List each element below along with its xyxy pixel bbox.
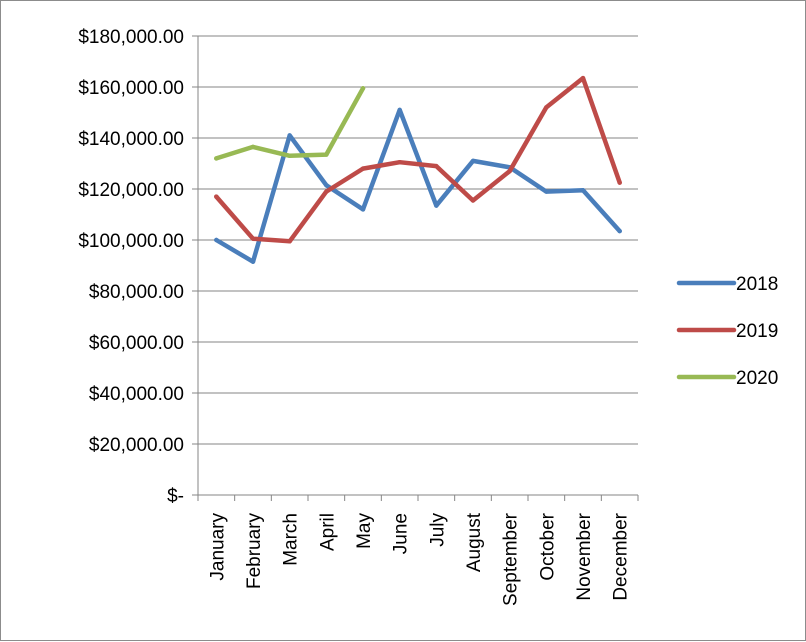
series-lines	[214, 75, 622, 264]
x-tick-label: November	[574, 512, 595, 600]
data-point-2019	[434, 163, 439, 169]
y-tick-label: $20,000.00	[89, 435, 184, 456]
y-tick-label: $140,000.00	[78, 129, 184, 150]
x-tick-label: June	[391, 513, 412, 554]
y-tick-label: $100,000.00	[78, 231, 184, 252]
data-point-2018	[214, 237, 219, 243]
y-tick-label: $80,000.00	[89, 282, 184, 303]
data-point-2018	[434, 203, 439, 208]
data-point-2018	[324, 182, 329, 188]
y-tick-label: $40,000.00	[89, 384, 184, 405]
x-tick-label: March	[281, 513, 302, 566]
x-tick-label: August	[464, 512, 485, 572]
data-point-2019	[324, 189, 329, 194]
x-tick-label: September	[501, 512, 522, 606]
data-point-2020	[287, 153, 292, 159]
series-line-2019	[214, 75, 622, 244]
x-tick-label: February	[244, 513, 265, 590]
y-tick-label: $120,000.00	[78, 180, 184, 201]
x-tick-label: October	[537, 512, 558, 580]
data-point-2018	[360, 207, 366, 212]
data-point-2018	[544, 189, 549, 194]
data-point-2019	[397, 160, 402, 165]
x-tick-label: July	[427, 513, 448, 547]
data-point-2020	[324, 152, 329, 157]
y-tick-labels: $- $20,000.00 $40,000.00 $60,000.00 $80,000.…	[78, 27, 184, 507]
data-point-2019	[470, 198, 476, 203]
data-point-2018	[617, 228, 622, 234]
x-tick-label: May	[354, 513, 375, 549]
legend: 2018 2019 2020	[676, 274, 778, 389]
data-point-2019	[214, 194, 219, 199]
data-point-2018	[287, 133, 292, 138]
x-tick-label: January	[207, 513, 228, 581]
y-tick-label: $160,000.00	[78, 78, 184, 99]
x-tick-label: April	[317, 513, 338, 551]
legend-label-2020: 2020	[736, 368, 778, 389]
data-point-2019	[250, 236, 256, 241]
legend-label-2019: 2019	[736, 321, 778, 342]
data-point-2019	[580, 75, 586, 81]
data-point-2018	[250, 259, 256, 264]
data-point-2018	[470, 158, 476, 164]
data-point-2019	[507, 168, 512, 174]
legend-label-2018: 2018	[736, 274, 778, 295]
y-tick-label: $180,000.00	[78, 27, 184, 48]
data-point-2020	[250, 144, 256, 150]
x-tick-labels: January February March April May June July Augu…	[207, 512, 631, 606]
axes	[192, 35, 639, 501]
y-tick-label: $60,000.00	[89, 333, 184, 354]
data-point-2020	[214, 156, 219, 161]
data-point-2020	[360, 86, 366, 91]
data-point-2019	[287, 239, 292, 244]
x-tick-label: December	[611, 512, 632, 600]
data-point-2019	[544, 105, 549, 110]
y-tick-label: $-	[167, 486, 184, 507]
data-point-2018	[397, 107, 402, 113]
series-line-2020	[214, 86, 366, 161]
data-point-2019	[360, 166, 366, 171]
data-point-2018	[580, 188, 586, 193]
data-point-2019	[617, 180, 622, 185]
